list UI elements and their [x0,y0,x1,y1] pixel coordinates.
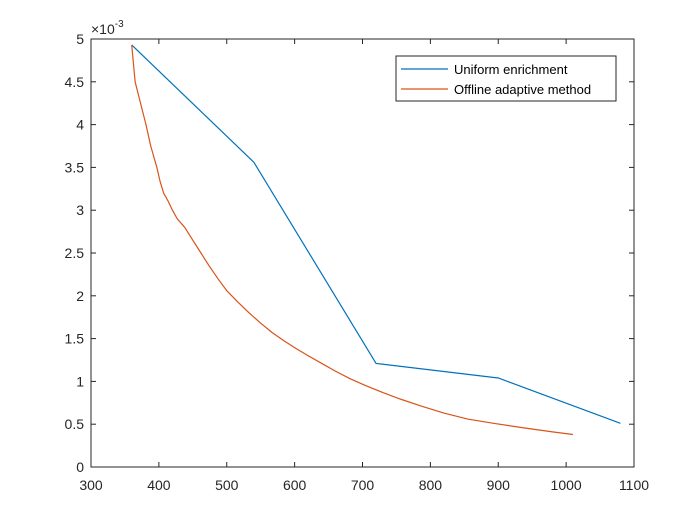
x-tick-label: 1100 [619,477,649,493]
x-tick-label: 600 [283,477,307,493]
y-axis-exponent-base: ×10 [91,21,115,37]
x-tick-label: 300 [79,477,103,493]
x-tick-label: 800 [419,477,443,493]
legend-box [395,55,617,102]
y-tick-label: 3.5 [65,159,85,175]
y-tick-label: 0.5 [65,416,85,432]
y-tick-label: 5 [76,31,84,47]
y-tick-label: 1 [76,373,84,389]
y-tick-label: 1.5 [65,331,85,347]
y-axis: 0 0.5 1 1.5 2 2.5 3 3.5 4 4.5 5 [65,31,634,475]
x-tick-label: 700 [351,477,375,493]
y-axis-exponent-power: -3 [115,19,124,30]
plot-area [91,39,634,467]
x-axis: 300 400 500 600 700 800 900 1000 1100 [79,39,649,493]
legend-label: Uniform enrichment [454,62,568,77]
y-tick-label: 0 [76,459,84,475]
x-tick-label: 500 [215,477,239,493]
legend-label: Offline adaptive method [454,82,591,97]
x-tick-label: 400 [147,477,171,493]
x-tick-label: 900 [487,477,511,493]
x-tick-label: 1000 [551,477,582,493]
y-tick-label: 2.5 [65,245,85,261]
series-line-1 [131,44,621,424]
legend: Uniform enrichment Offline adaptive metho… [395,55,617,102]
series-line-2 [131,44,573,436]
y-tick-label: 3 [76,202,84,218]
series-layer [131,44,621,436]
y-tick-label: 2 [76,288,84,304]
y-axis-exponent-label: ×10-3 [91,19,124,37]
y-tick-label: 4 [76,117,84,133]
y-tick-label: 4.5 [65,74,85,90]
